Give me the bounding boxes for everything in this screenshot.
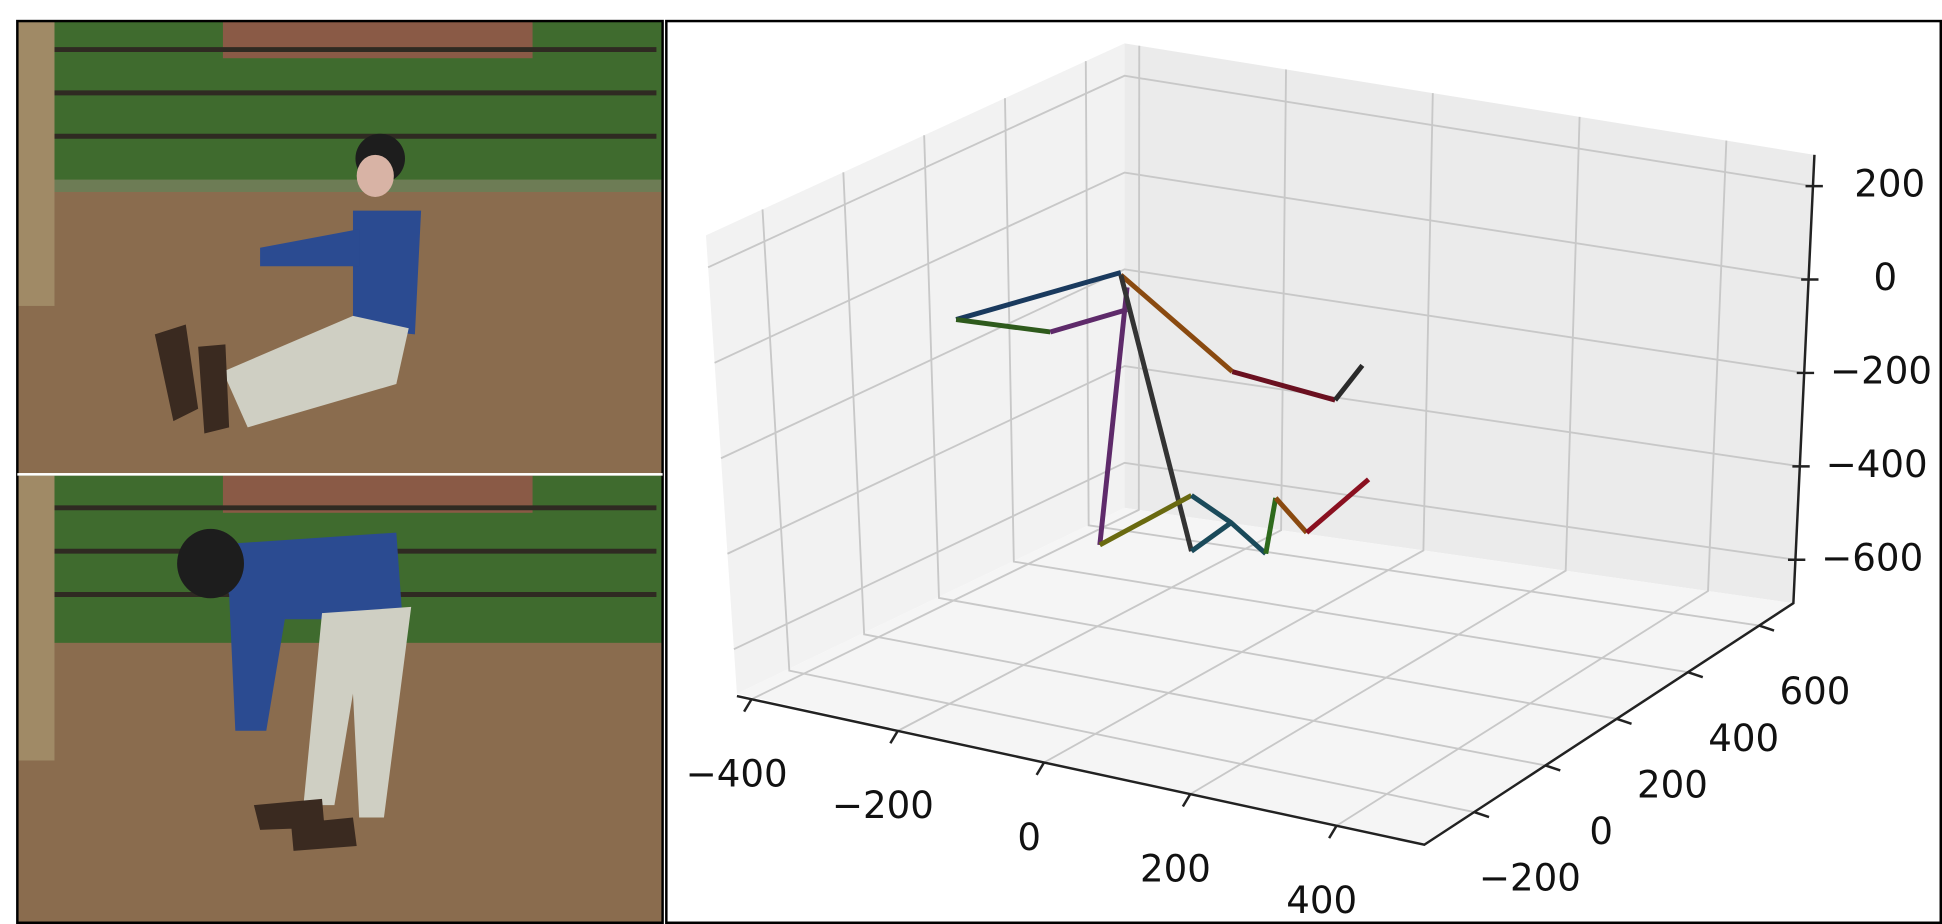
z-tick-label: 0 bbox=[1874, 256, 1898, 299]
y-tick-label: −200 bbox=[1479, 857, 1581, 900]
x-tick-label: −200 bbox=[832, 784, 934, 827]
z-tick-label: −200 bbox=[1830, 349, 1932, 392]
face bbox=[357, 155, 394, 197]
y-tick-label: 400 bbox=[1708, 717, 1779, 760]
y-tick-label: 0 bbox=[1589, 810, 1613, 853]
z-tick-label: −600 bbox=[1821, 536, 1923, 579]
wall bbox=[223, 21, 533, 58]
figure: −400−2000200400−20002004006002000−200−40… bbox=[0, 0, 1942, 924]
tree-trunk bbox=[17, 476, 54, 761]
x-tick-label: 0 bbox=[1017, 816, 1041, 859]
x-tick-label: 200 bbox=[1140, 847, 1211, 890]
x-tick-label: 400 bbox=[1286, 879, 1357, 922]
y-tick-label: 600 bbox=[1779, 670, 1850, 713]
y-tick-label: 200 bbox=[1637, 763, 1708, 806]
photo-bending bbox=[17, 476, 662, 923]
torso bbox=[353, 211, 421, 335]
grass-edge bbox=[17, 180, 662, 192]
z-tick-label: −400 bbox=[1826, 443, 1928, 486]
z-tick-label: 200 bbox=[1854, 163, 1925, 206]
x-tick-label: −400 bbox=[686, 753, 788, 796]
photo-sitting bbox=[17, 21, 662, 473]
tree-trunk bbox=[17, 21, 54, 306]
page: {"plot3d": { "xlim": [-420, 520], "ylim"… bbox=[0, 0, 1942, 924]
head bbox=[177, 529, 244, 598]
